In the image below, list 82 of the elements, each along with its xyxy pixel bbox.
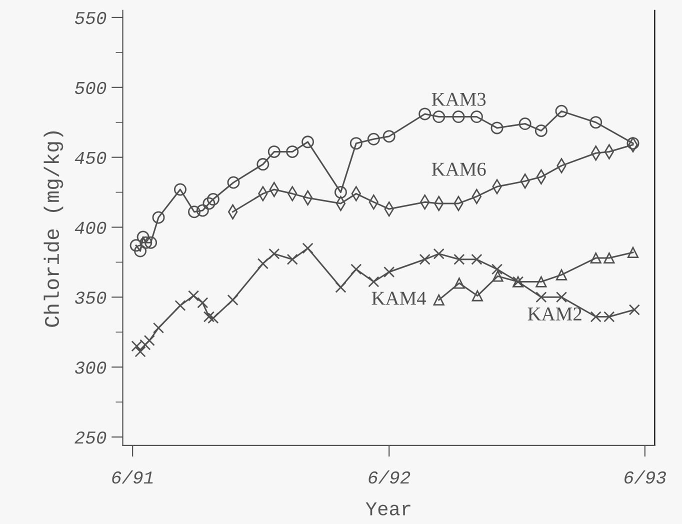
- point: [556, 292, 568, 303]
- point: [491, 264, 503, 275]
- point: [454, 278, 465, 289]
- point: [286, 254, 298, 265]
- point: [418, 108, 432, 120]
- point: [302, 242, 314, 254]
- point: [490, 122, 504, 134]
- series-label: KAM2: [528, 308, 582, 320]
- x-tick-label: 6/91: [112, 470, 153, 484]
- point: [518, 118, 532, 130]
- y-tick-label: 550: [75, 12, 106, 24]
- point: [536, 276, 547, 288]
- point: [534, 124, 548, 137]
- y-tick-label: 400: [74, 222, 106, 234]
- point: [452, 110, 465, 124]
- point: [134, 346, 146, 358]
- point: [208, 312, 219, 324]
- point: [368, 276, 380, 288]
- y-tick-label: 450: [74, 152, 106, 164]
- point: [188, 206, 200, 218]
- point: [227, 176, 240, 189]
- point: [626, 137, 640, 150]
- point: [470, 110, 483, 124]
- point: [590, 311, 602, 322]
- point: [302, 136, 314, 148]
- point: [604, 252, 615, 264]
- y-tick-label: 300: [75, 362, 106, 374]
- point: [590, 116, 602, 129]
- x-tick-label: 6/92: [368, 470, 410, 484]
- point: [384, 266, 395, 278]
- point: [350, 264, 362, 275]
- point: [174, 300, 186, 312]
- point: [472, 290, 483, 302]
- point: [433, 294, 444, 306]
- point: [286, 145, 299, 158]
- point: [174, 183, 186, 196]
- point: [454, 254, 465, 265]
- y-tick-label: 250: [74, 431, 106, 444]
- point: [471, 254, 482, 265]
- point: [556, 269, 568, 280]
- point: [382, 130, 396, 143]
- series-label: KAM6: [432, 162, 486, 176]
- point: [202, 197, 216, 210]
- point: [628, 304, 640, 316]
- point: [335, 282, 346, 293]
- point: [419, 254, 430, 265]
- point: [256, 158, 270, 171]
- point: [268, 145, 280, 158]
- point: [555, 104, 568, 118]
- point: [432, 110, 446, 124]
- point: [196, 204, 209, 217]
- point: [227, 294, 238, 306]
- y-tick-label: 350: [75, 292, 106, 304]
- series-label: KAM4: [372, 292, 426, 305]
- point: [144, 236, 158, 249]
- point: [203, 311, 215, 322]
- x-axis-title: Year: [366, 502, 410, 516]
- point: [492, 270, 504, 282]
- point: [350, 137, 362, 150]
- point: [604, 311, 615, 322]
- point: [136, 230, 150, 244]
- point: [188, 290, 200, 302]
- point: [257, 258, 268, 270]
- point: [152, 322, 164, 334]
- point: [140, 236, 152, 249]
- x-tick-label: 6/93: [624, 470, 666, 484]
- series-label: KAM3: [432, 92, 486, 106]
- point: [134, 244, 147, 258]
- point: [433, 248, 444, 260]
- y-tick-label: 500: [75, 82, 106, 94]
- point: [536, 292, 547, 303]
- point: [197, 297, 208, 308]
- point: [152, 211, 165, 224]
- point: [367, 132, 380, 146]
- point: [268, 248, 280, 260]
- point: [590, 252, 602, 264]
- point: [130, 239, 142, 252]
- point: [144, 334, 155, 346]
- y-axis-title: Chloride (mg/kg): [44, 131, 64, 327]
- point: [334, 186, 347, 199]
- point: [206, 193, 220, 206]
- point: [627, 246, 639, 258]
